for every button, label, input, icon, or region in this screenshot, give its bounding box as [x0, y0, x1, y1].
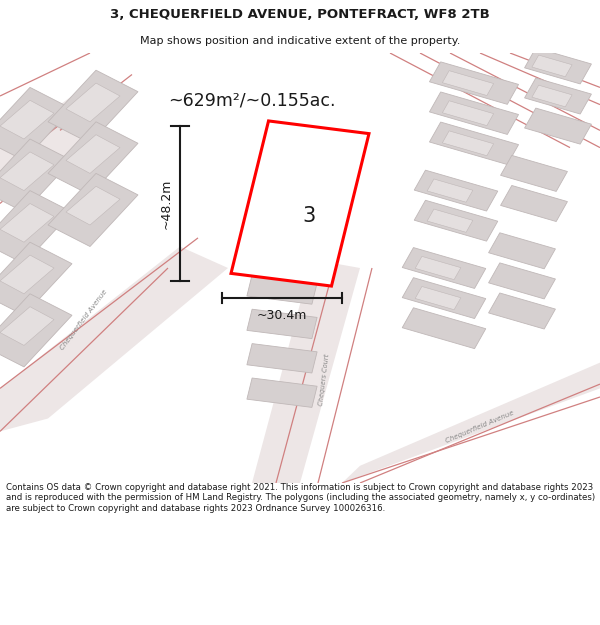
Polygon shape [402, 308, 486, 349]
Polygon shape [442, 71, 494, 96]
Polygon shape [48, 122, 138, 195]
Polygon shape [0, 307, 54, 346]
Polygon shape [442, 131, 494, 156]
Polygon shape [524, 48, 592, 84]
Polygon shape [0, 191, 72, 264]
Polygon shape [247, 344, 317, 373]
Text: Chequerfield Avenue: Chequerfield Avenue [445, 410, 515, 444]
Polygon shape [0, 204, 54, 242]
Polygon shape [66, 186, 120, 225]
Polygon shape [500, 156, 568, 191]
Polygon shape [430, 92, 518, 134]
Polygon shape [0, 139, 72, 212]
Polygon shape [532, 55, 572, 77]
Text: Chequers Court: Chequers Court [318, 354, 330, 406]
Polygon shape [0, 96, 132, 191]
Polygon shape [0, 242, 72, 315]
Polygon shape [247, 275, 317, 304]
Polygon shape [415, 256, 461, 279]
Polygon shape [342, 362, 600, 483]
Polygon shape [66, 135, 120, 173]
Polygon shape [0, 255, 54, 294]
Text: 3, CHEQUERFIELD AVENUE, PONTEFRACT, WF8 2TB: 3, CHEQUERFIELD AVENUE, PONTEFRACT, WF8 … [110, 8, 490, 21]
Polygon shape [0, 88, 72, 161]
Polygon shape [402, 278, 486, 319]
Text: ~48.2m: ~48.2m [160, 178, 173, 229]
Polygon shape [414, 200, 498, 241]
Polygon shape [48, 70, 138, 143]
Text: 3: 3 [302, 206, 316, 226]
Polygon shape [66, 83, 120, 122]
Polygon shape [247, 309, 317, 339]
Polygon shape [231, 121, 369, 286]
Polygon shape [524, 108, 592, 144]
Polygon shape [488, 293, 556, 329]
Text: Chequerfield Avenue: Chequerfield Avenue [59, 288, 109, 351]
Polygon shape [442, 101, 494, 126]
Polygon shape [414, 170, 498, 211]
Polygon shape [402, 248, 486, 288]
Polygon shape [48, 173, 138, 246]
Polygon shape [0, 100, 54, 139]
Text: ~30.4m: ~30.4m [257, 309, 307, 322]
Polygon shape [0, 294, 72, 367]
Polygon shape [427, 179, 473, 202]
Polygon shape [0, 152, 54, 191]
Polygon shape [252, 259, 360, 483]
Polygon shape [500, 186, 568, 221]
Text: ~629m²/~0.155ac.: ~629m²/~0.155ac. [168, 91, 335, 109]
Text: Contains OS data © Crown copyright and database right 2021. This information is : Contains OS data © Crown copyright and d… [6, 483, 595, 512]
Polygon shape [0, 246, 228, 431]
Polygon shape [532, 85, 572, 107]
Polygon shape [488, 232, 556, 269]
Polygon shape [430, 122, 518, 164]
Polygon shape [415, 286, 461, 310]
Polygon shape [488, 263, 556, 299]
Polygon shape [524, 78, 592, 114]
Polygon shape [247, 378, 317, 408]
Polygon shape [430, 62, 518, 104]
Text: Map shows position and indicative extent of the property.: Map shows position and indicative extent… [140, 36, 460, 46]
Polygon shape [427, 209, 473, 232]
